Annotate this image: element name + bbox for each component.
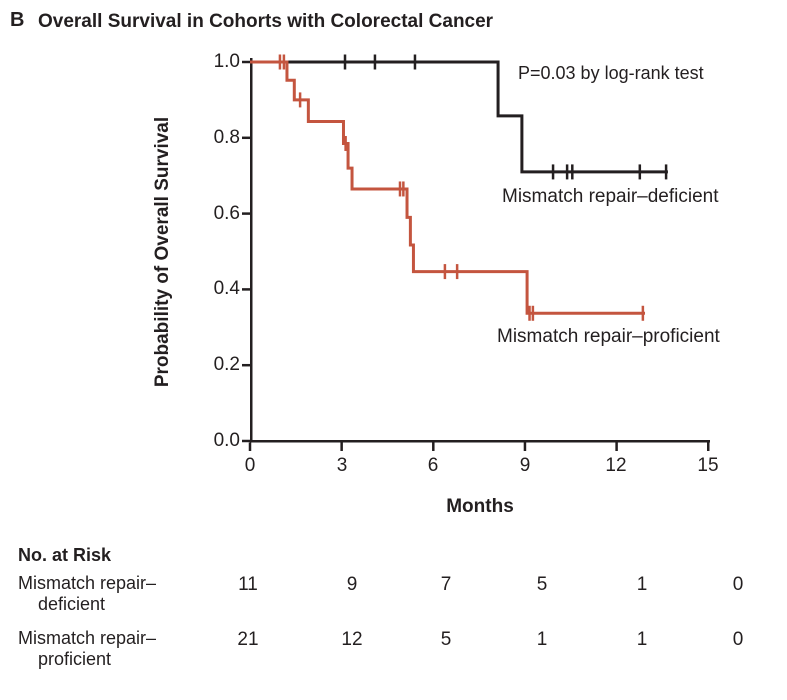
y-tick-label: 0.8 [213, 127, 240, 148]
x-tick-label: 0 [244, 455, 256, 476]
y-axis-label: Probability of Overall Survival [152, 116, 173, 388]
at-risk-count: 7 [440, 574, 452, 595]
at-risk-heading: No. at Risk [18, 545, 112, 565]
series-label-mmr-proficient: Mismatch repair–proficient [497, 326, 720, 347]
panel-letter: B [10, 9, 25, 31]
x-tick-label: 3 [336, 455, 348, 476]
at-risk-count: 1 [636, 574, 648, 595]
at-risk-count: 12 [341, 629, 363, 650]
kaplan-meier-survival-chart [242, 54, 710, 451]
x-tick-label: 6 [427, 455, 439, 476]
at-risk-row-label-proficient-line1: Mismatch repair– [18, 628, 157, 648]
at-risk-count: 1 [636, 629, 648, 650]
at-risk-count: 0 [732, 629, 744, 650]
figure-title: Overall Survival in Cohorts with Colorec… [38, 11, 494, 32]
at-risk-count: 5 [440, 629, 452, 650]
at-risk-count: 5 [536, 574, 548, 595]
series-label-mmr-deficient: Mismatch repair–deficient [502, 186, 719, 207]
y-tick-label: 0.6 [213, 203, 240, 224]
at-risk-count: 11 [238, 574, 258, 595]
survival-curve-mmr-proficient [250, 60, 646, 315]
y-tick-label: 0.2 [213, 354, 240, 375]
at-risk-row-label-proficient-line2: proficient [38, 649, 112, 669]
x-tick-label: 12 [605, 455, 627, 476]
at-risk-count: 1 [536, 629, 548, 650]
survival-curve-mmr-deficient [250, 60, 668, 174]
log-rank-p-value-annotation: P=0.03 by log-rank test [518, 63, 704, 83]
at-risk-row-label-deficient-line1: Mismatch repair– [18, 573, 157, 593]
x-axis-label: Months [446, 496, 514, 517]
y-tick-label: 0.4 [213, 278, 240, 299]
at-risk-row-label-deficient-line2: deficient [38, 594, 106, 614]
x-tick-label: 9 [519, 455, 531, 476]
x-tick-label: 15 [697, 455, 719, 476]
at-risk-count: 9 [346, 574, 358, 595]
y-tick-label: 0.0 [213, 430, 240, 451]
at-risk-count: 21 [237, 629, 259, 650]
y-tick-label: 1.0 [213, 51, 240, 72]
at-risk-count: 0 [732, 574, 744, 595]
